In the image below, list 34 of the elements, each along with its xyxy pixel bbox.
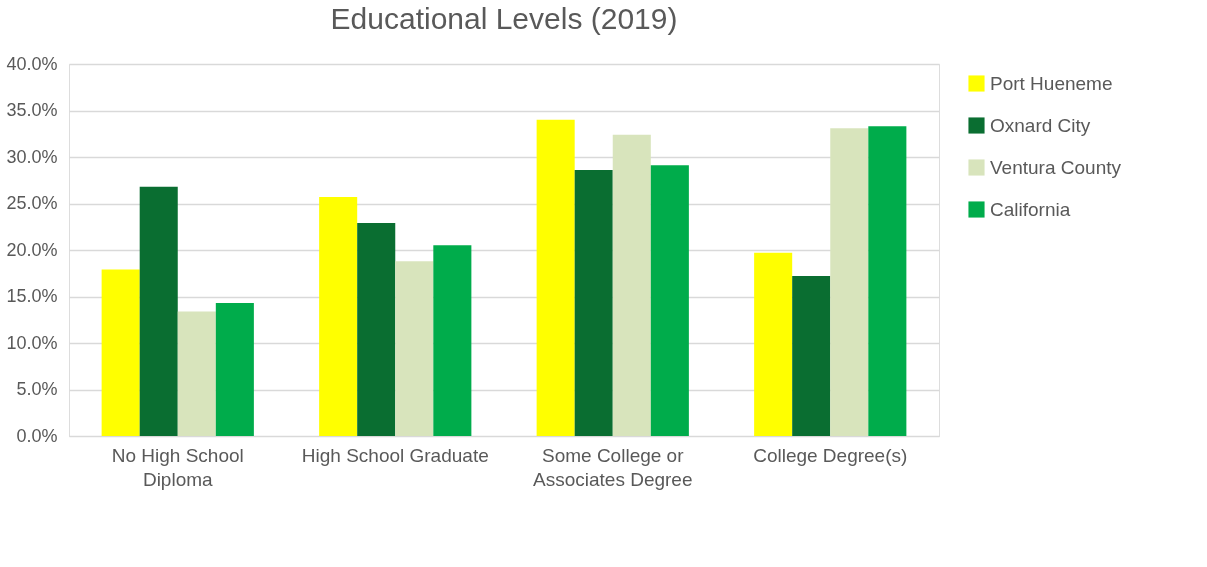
y-tick-label: 15.0% [6,286,58,306]
bar [612,134,651,436]
bar [574,170,613,436]
bar [215,303,254,436]
y-tick-label: 25.0% [6,193,58,213]
bar [101,269,140,436]
legend-label: Port Hueneme [990,72,1113,94]
bar [792,276,831,436]
legend-label: California [990,198,1071,220]
bar [536,119,575,436]
bar [395,261,434,436]
bar [177,311,216,436]
y-tick-label: 5.0% [16,379,58,399]
y-tick-label: 40.0% [6,53,58,74]
bar [139,186,178,436]
y-tick-label: 30.0% [6,146,58,167]
bar [830,128,869,436]
x-tick-label: No High School Diploma [111,444,244,490]
legend-label: Oxnard City [990,114,1091,136]
y-tick-label: 10.0% [6,332,58,353]
bar [357,223,396,436]
y-tick-label: 0.0% [16,425,58,446]
bar [433,245,472,436]
bar [650,165,689,436]
x-tick-label: College Degree(s) [753,444,908,466]
bar [319,196,358,436]
bar [868,126,907,436]
bar [754,252,793,436]
chart-title: Educational Levels (2019) [330,2,678,35]
x-tick-label: High School Graduate [301,444,489,466]
legend-label: Ventura County [990,156,1122,178]
x-tick-label: Some College or Associates Degree [533,444,693,490]
y-tick-label: 20.0% [6,239,58,260]
y-tick-label: 35.0% [6,100,58,120]
